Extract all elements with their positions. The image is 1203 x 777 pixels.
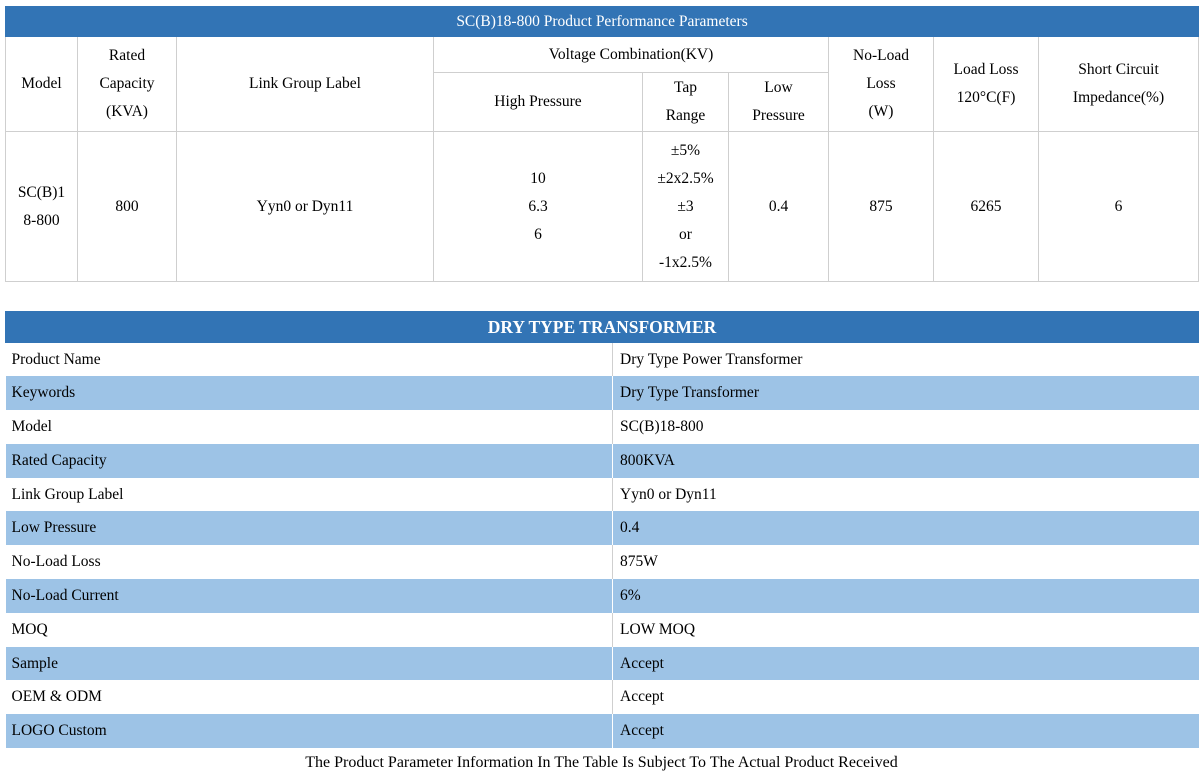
cell-tap-range: ±5% ±2x2.5% ±3 or -1x2.5% (642, 131, 729, 282)
performance-header-row-2: High Pressure Tap Range Low Pressure (6, 72, 1199, 132)
details-label: Low Pressure (5, 511, 613, 546)
details-value: LOW MOQ (620, 620, 696, 638)
details-value: Yyn0 or Dyn11 (620, 485, 717, 503)
details-value: 800KVA (620, 451, 675, 469)
details-table: DRY TYPE TRANSFORMER Product Name Dry Ty… (5, 311, 1199, 749)
column-header-model: Model (5, 36, 78, 132)
details-value: 875W (620, 553, 658, 571)
details-row-product-name: Product Name Dry Type Power Transformer (5, 342, 1199, 377)
details-table-title: DRY TYPE TRANSFORMER (5, 311, 1199, 343)
column-header-no-load-loss: No-Load Loss (W) (828, 36, 934, 132)
performance-table: SC(B)18-800 Product Performance Paramete… (4, 6, 1200, 282)
details-value: Accept (620, 654, 664, 672)
details-row-oem-odm: OEM & ODM Accept (5, 680, 1199, 715)
cell-no-load-loss: 875 (828, 131, 934, 282)
details-row-keywords: Keywords Dry Type Transformer (5, 376, 1199, 411)
column-header-voltage-combination: Voltage Combination(KV) (433, 36, 829, 73)
details-title-row: DRY TYPE TRANSFORMER (5, 311, 1199, 343)
details-row-no-load-current: No-Load Current 6% (5, 579, 1199, 613)
column-header-low-pressure: Low Pressure (728, 72, 829, 132)
details-row-rated-capacity: Rated Capacity 800KVA (5, 443, 1199, 478)
cell-model: SC(B)18-800 (5, 131, 78, 282)
column-header-link-group-label: Link Group Label (176, 36, 434, 132)
details-label: Link Group Label (5, 477, 613, 512)
performance-header-row-1: Model Rated Capacity (KVA) Link Group La… (5, 36, 1200, 132)
details-label: Rated Capacity (5, 443, 613, 478)
column-header-tap-range: Tap Range (642, 72, 729, 132)
details-label: Keywords (5, 376, 613, 411)
details-label: MOQ (5, 612, 613, 647)
details-value: 0.4 (620, 519, 640, 537)
footer-note: The Product Parameter Information In The… (305, 754, 898, 772)
details-row-low-pressure: Low Pressure 0.4 (5, 511, 1199, 546)
cell-load-loss: 6265 (933, 131, 1039, 282)
column-header-high-pressure: High Pressure (433, 72, 643, 132)
details-value: Accept (620, 688, 664, 706)
cell-link-group-label: Yyn0 or Dyn11 (176, 131, 434, 282)
details-value: Dry Type Transformer (620, 384, 759, 402)
details-value: Dry Type Power Transformer (620, 350, 803, 368)
performance-data-row: SC(B)18-800 800 Yyn0 or Dyn11 10 6.3 6 ±… (5, 131, 1200, 282)
column-header-short-circuit-impedance: Short Circuit Impedance(%) (1037, 36, 1200, 132)
details-label: Sample (5, 646, 613, 681)
details-label: Product Name (5, 342, 613, 377)
details-row-moq: MOQ LOW MOQ (5, 612, 1199, 647)
column-header-load-loss: Load Loss 120°C(F) (933, 36, 1039, 132)
details-row-sample: Sample Accept (5, 646, 1199, 681)
cell-short-circuit-impedance: 6 (1037, 131, 1200, 282)
details-label: OEM & ODM (5, 680, 613, 715)
details-label: LOGO Custom (5, 714, 613, 749)
cell-high-pressure: 10 6.3 6 (433, 131, 643, 282)
performance-title-row: SC(B)18-800 Product Performance Paramete… (4, 6, 1200, 37)
performance-table-title: SC(B)18-800 Product Performance Paramete… (4, 6, 1200, 37)
column-header-rated-capacity: Rated Capacity (KVA) (77, 36, 177, 132)
details-row-no-load-loss: No-Load Loss 875W (5, 545, 1199, 580)
cell-rated-capacity: 800 (77, 131, 177, 282)
details-row-logo-custom: LOGO Custom Accept (5, 714, 1199, 749)
details-value: SC(B)18-800 (620, 417, 704, 435)
details-row-link-group-label: Link Group Label Yyn0 or Dyn11 (5, 477, 1199, 512)
details-label: No-Load Loss (5, 545, 613, 580)
cell-low-pressure: 0.4 (728, 131, 829, 282)
details-value: 6% (620, 586, 641, 604)
details-row-model: Model SC(B)18-800 (5, 410, 1199, 444)
details-value: Accept (620, 722, 664, 740)
details-label: Model (5, 410, 613, 444)
details-label: No-Load Current (5, 579, 613, 613)
